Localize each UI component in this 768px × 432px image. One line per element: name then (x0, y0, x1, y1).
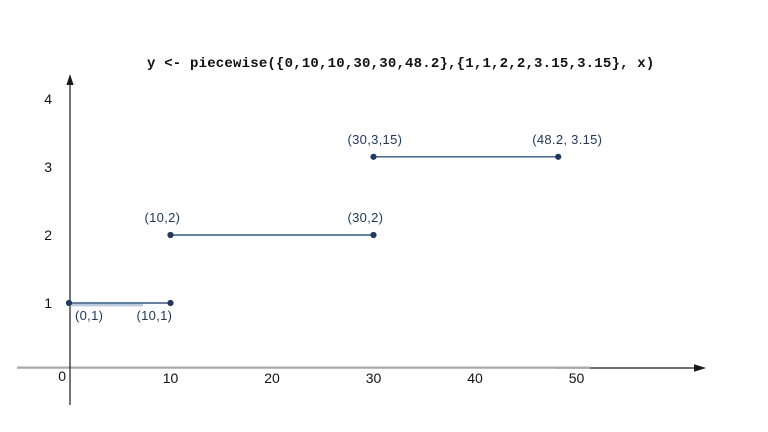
x-tick-label: 50 (568, 370, 585, 386)
point-label: (0,1) (75, 308, 104, 323)
x-tick-label: 10 (162, 370, 179, 386)
y-axis-arrowhead (66, 74, 74, 85)
y-tick-label: 1 (44, 295, 52, 311)
x-tick-label: 40 (467, 370, 483, 386)
y-tick-label: 3 (44, 159, 52, 175)
data-point (167, 299, 174, 307)
data-point (65, 299, 73, 307)
plot-title: y <- piecewise({0,10,10,30,30,48.2},{1,1… (147, 56, 655, 72)
x-tick-label: 30 (365, 370, 382, 386)
point-label: (48.2, 3.15) (532, 131, 603, 147)
point-label: (10,1) (136, 308, 173, 323)
point-label: (10,2) (144, 210, 181, 225)
point-label: (30,3,15) (347, 131, 403, 147)
data-point (370, 231, 377, 239)
x-tick-label: 20 (264, 370, 280, 386)
point-label: (30,2) (347, 210, 384, 225)
data-point (370, 153, 377, 160)
x-axis-arrowhead (694, 364, 706, 372)
y-tick-label: 4 (44, 91, 52, 107)
data-point (167, 231, 174, 239)
data-point (555, 153, 562, 160)
y-tick-label: 2 (44, 227, 52, 243)
origin-label: 0 (58, 368, 66, 384)
